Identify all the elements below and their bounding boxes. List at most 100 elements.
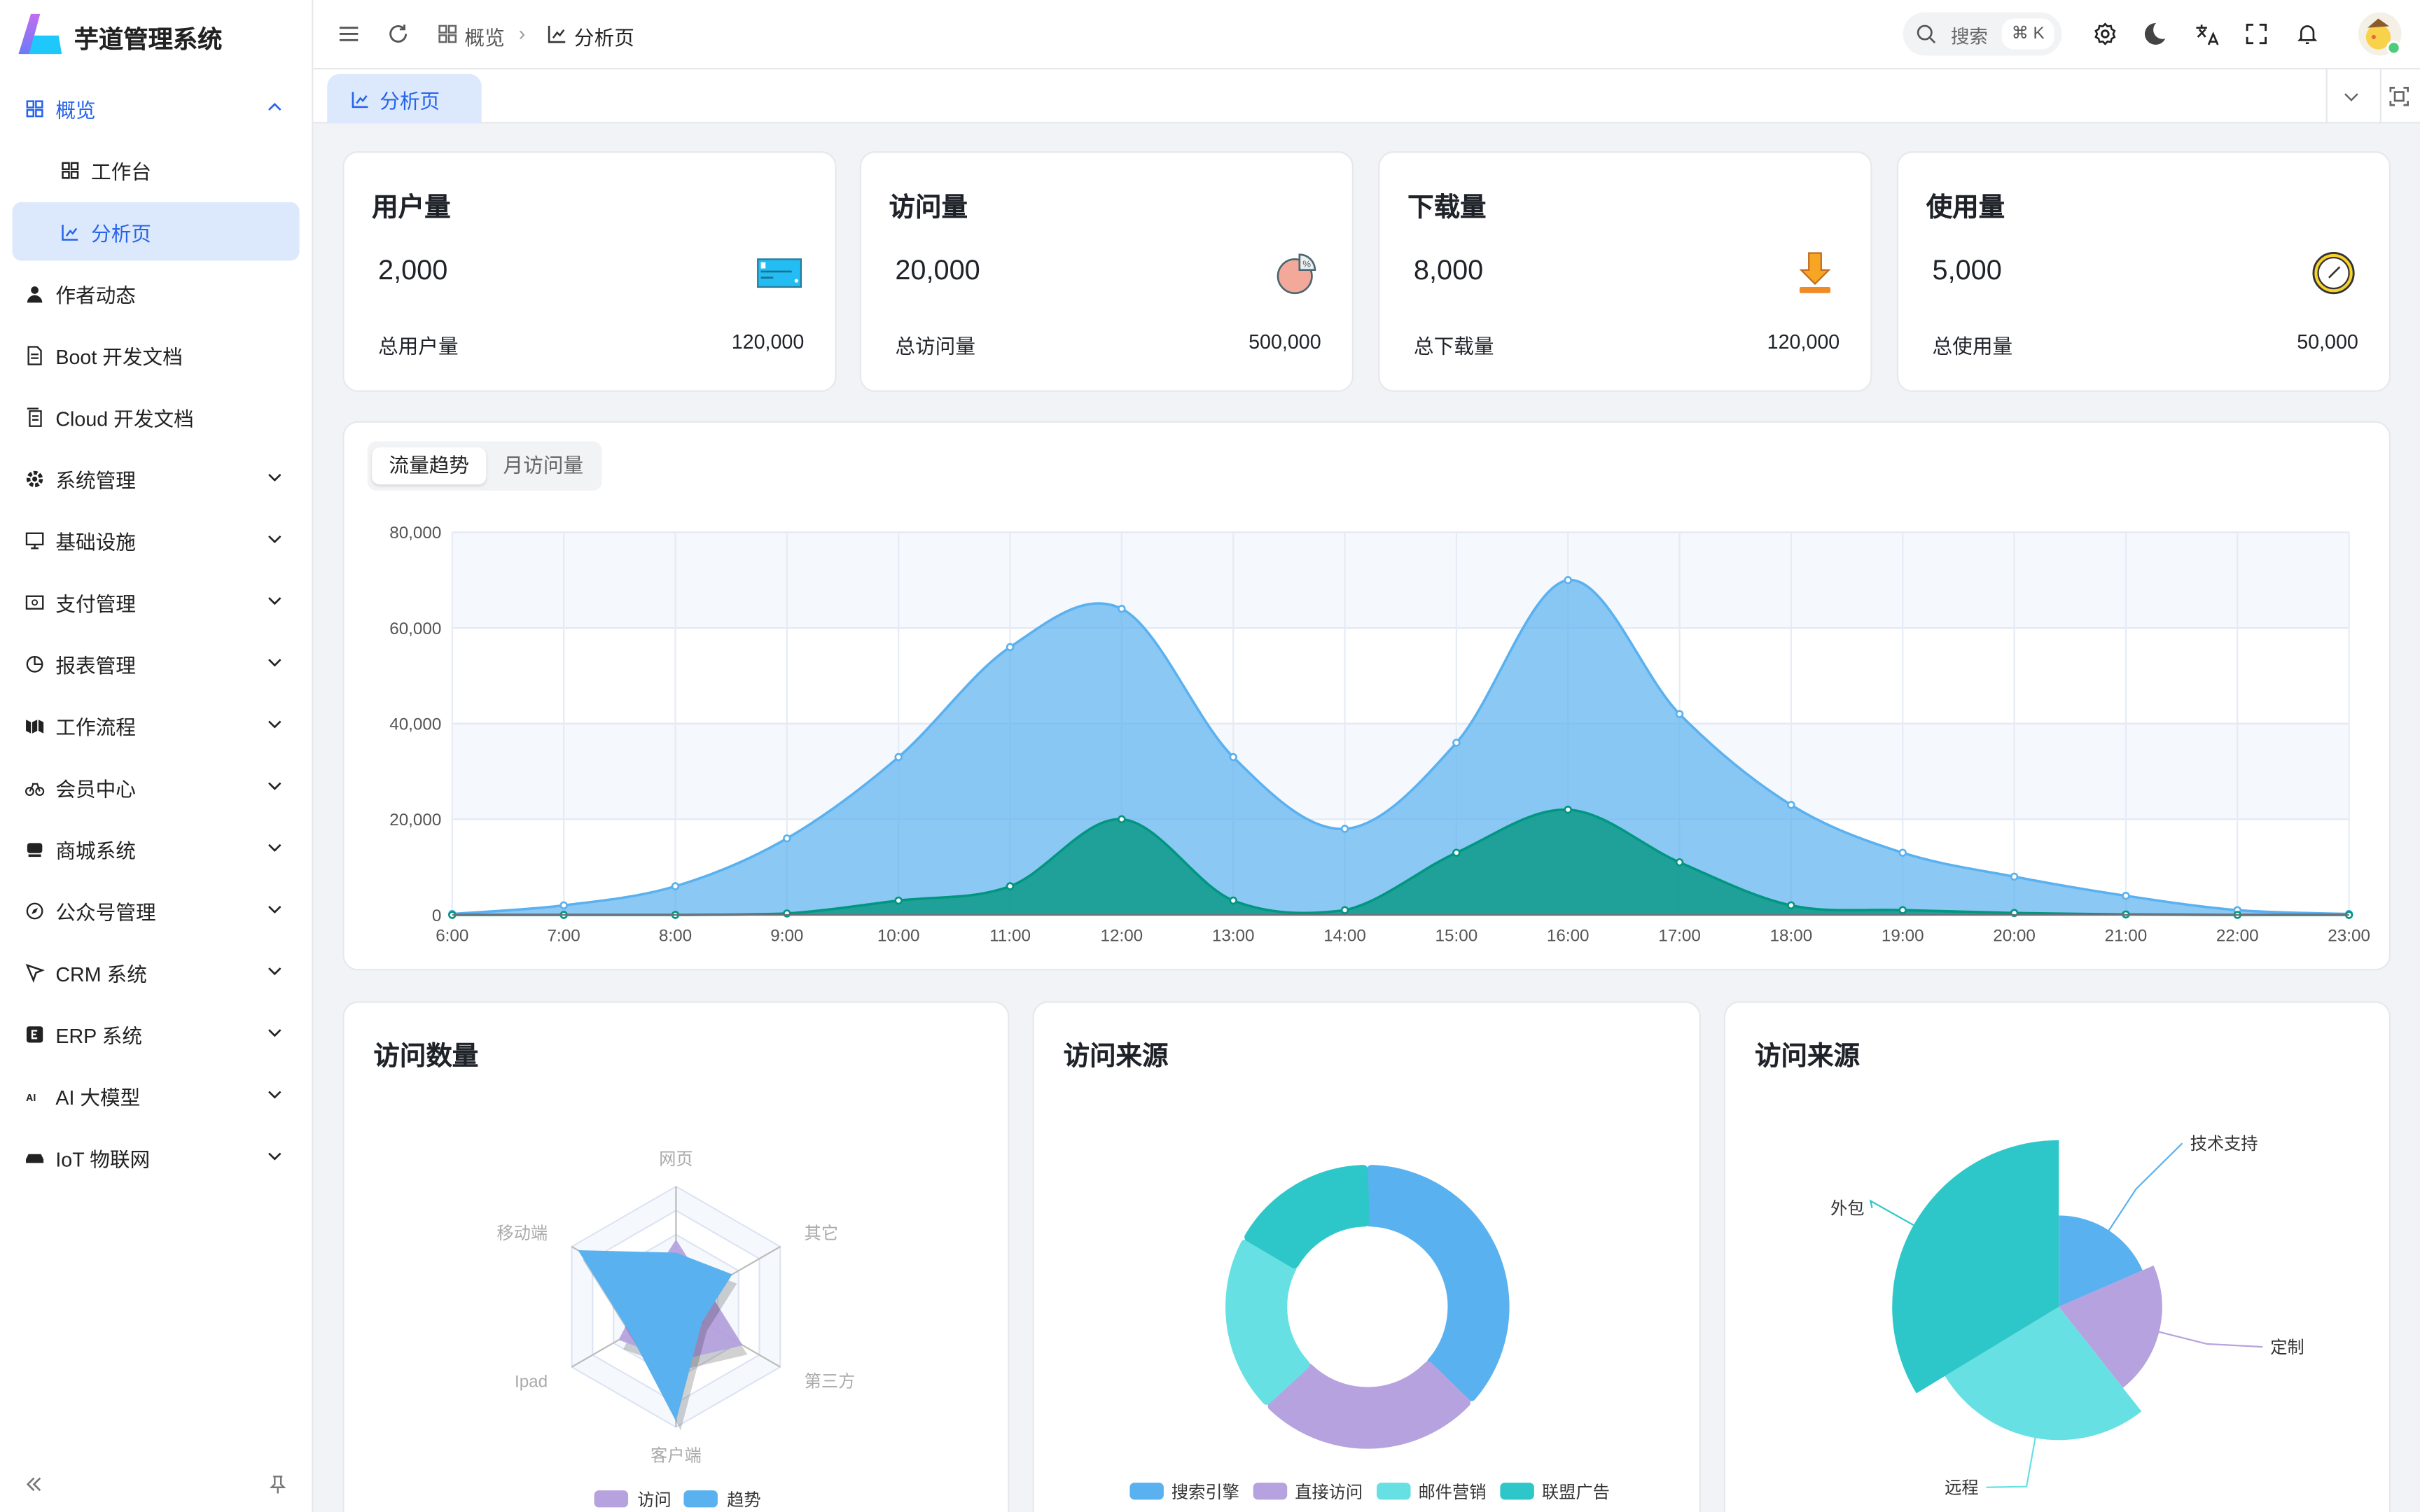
stat-total-label: 总下载量 [1413,335,1494,358]
dark-mode-icon[interactable] [2142,22,2167,46]
legend-label[interactable]: 直接访问 [1295,1483,1363,1502]
data-point[interactable] [1787,901,1795,910]
legend-swatch[interactable] [1500,1483,1534,1500]
x-tick-label: 9:00 [770,926,803,945]
sidebar-item[interactable]: 支付管理 [13,573,300,631]
bell-icon[interactable] [2295,22,2319,46]
legend-label[interactable]: 趋势 [727,1491,760,1510]
avatar[interactable] [2358,12,2402,56]
search-button[interactable]: 搜索 ⌘ K [1903,12,2062,56]
data-point[interactable] [1675,858,1684,867]
tab-traffic-trend[interactable]: 流量趋势 [372,447,487,485]
x-tick-label: 14:00 [1323,926,1366,945]
sidebar-item[interactable]: 工作流程 [13,696,300,755]
pin-icon[interactable] [265,1472,290,1497]
data-point[interactable] [1340,906,1349,914]
sidebar-item[interactable]: 报表管理 [13,634,300,693]
sidebar-item[interactable]: 会员中心 [13,757,300,816]
legend-swatch[interactable] [1129,1483,1164,1500]
stat-total-value: 120,000 [1767,330,1840,354]
data-point[interactable] [1564,576,1572,584]
divider [2325,69,2328,124]
data-point[interactable] [559,901,568,910]
legend-swatch[interactable] [1377,1483,1411,1500]
data-point[interactable] [1340,825,1349,833]
legend-label[interactable]: 邮件营销 [1419,1483,1487,1502]
sidebar-item[interactable]: Boot 开发文档 [13,326,300,384]
sidebar-item[interactable]: 分析页 [12,202,300,261]
data-point[interactable] [894,752,903,762]
sidebar-item[interactable]: 系统管理 [13,449,300,507]
data-point[interactable] [1564,805,1572,814]
sidebar-item[interactable]: 作者动态 [13,264,300,323]
user-icon [23,282,45,304]
radar-indicator-label: 客户端 [651,1446,702,1465]
label-leader-line [2159,1331,2263,1348]
chevron-down-icon[interactable] [2342,86,2362,106]
sidebar-item[interactable]: 概览 [13,78,300,137]
maximize-content-icon[interactable] [2388,85,2411,108]
data-point[interactable] [671,882,680,890]
breadcrumb-item[interactable]: 概览 [464,26,505,50]
sidebar-item[interactable]: AI AI 大模型 [13,1066,300,1125]
sidebar-item[interactable]: ERP 系统 [13,1004,300,1063]
legend-label[interactable]: 访问 [637,1491,671,1510]
data-point[interactable] [1787,801,1795,809]
sidebar-item[interactable]: 工作台 [13,141,300,200]
stat-card: 下载量 8,000 总下载量 120,000 [1378,150,1872,392]
donut-slice[interactable] [1225,1239,1310,1405]
legend-swatch[interactable] [594,1490,629,1508]
donut-chart: 搜索引擎 直接访问 邮件营销 联盟广告 [1129,1165,1610,1502]
donut-slice[interactable] [1267,1361,1470,1449]
chevron-down-icon [268,844,281,852]
sidebar-item[interactable]: IoT 物联网 [13,1128,300,1186]
tab-monthly-visits[interactable]: 月访问量 [503,453,584,477]
data-point[interactable] [894,896,903,905]
gear-icon[interactable] [2093,22,2118,46]
sidebar-item[interactable]: CRM 系统 [13,943,300,1002]
data-point[interactable] [1675,710,1684,718]
sidebar-item[interactable]: 公众号管理 [13,881,300,940]
payment-icon [23,591,45,612]
data-point[interactable] [1006,882,1015,890]
data-point[interactable] [1452,848,1461,857]
refresh-icon[interactable] [386,22,410,46]
data-point[interactable] [1229,752,1237,762]
data-point[interactable] [1898,848,1907,857]
sidebar-item[interactable]: 基础设施 [13,511,300,570]
radar-indicator-label: 其它 [805,1224,838,1243]
rose-slice[interactable] [1945,1306,2142,1441]
translate-icon[interactable] [2195,22,2219,46]
sidebar-item[interactable]: 商城系统 [13,819,300,878]
sidebar-item[interactable]: Cloud 开发文档 [13,387,300,446]
fullscreen-icon[interactable] [2244,22,2269,46]
collapse-sidebar-icon[interactable] [22,1472,46,1497]
legend-swatch[interactable] [683,1490,718,1508]
legend-label[interactable]: 搜索引擎 [1171,1483,1239,1502]
data-point[interactable] [1006,643,1015,652]
menu-toggle-icon[interactable] [336,22,361,46]
radar-series[interactable] [578,1250,732,1422]
legend-label[interactable]: 联盟广告 [1542,1483,1610,1502]
donut-slice[interactable] [1365,1165,1510,1401]
data-point[interactable] [1452,738,1461,747]
radar-indicator-label: 移动端 [496,1224,548,1243]
data-point[interactable] [1118,604,1126,613]
data-point[interactable] [1118,815,1126,824]
rose-slice[interactable] [1892,1140,2059,1394]
data-point[interactable] [1898,906,1907,914]
legend-swatch[interactable] [1253,1483,1288,1500]
tab-analysis[interactable]: 分析页 [327,74,482,124]
slice-label: 外包 [1830,1200,1864,1219]
data-point[interactable] [783,834,791,843]
data-point[interactable] [2122,891,2130,900]
rose-slice[interactable] [2059,1215,2143,1307]
rose-slice[interactable] [2059,1265,2162,1388]
shop-icon [23,838,45,860]
breadcrumb-separator-icon: › [518,21,526,45]
data-point[interactable] [1229,896,1237,905]
card-title: 访问数量 [373,1041,479,1071]
donut-slice[interactable] [1244,1165,1370,1268]
data-point[interactable] [2010,872,2019,881]
